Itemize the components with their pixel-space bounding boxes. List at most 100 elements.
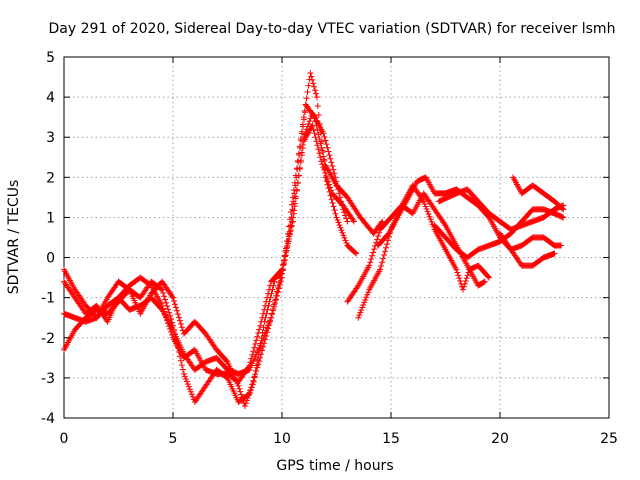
data-point [377,266,384,273]
data-point [276,279,283,286]
data-point [297,157,304,164]
data-point [317,154,324,161]
data-point [363,294,370,301]
data-point [361,299,368,306]
data-point [257,340,264,347]
data-point [158,285,165,292]
data-point [350,218,357,225]
data-point [252,340,259,347]
data-point [169,319,176,326]
data-point [283,244,290,251]
data-point [320,130,327,137]
data-point [256,326,263,333]
data-point [256,346,263,353]
data-point [275,289,282,296]
data-point [309,122,316,129]
data-point [332,174,339,181]
data-point [303,95,310,102]
data-point [255,351,262,358]
data-point [315,146,322,153]
data-series [510,174,567,213]
data-point [247,359,254,366]
data-point [311,130,318,137]
data-point [339,202,346,209]
y-tick-label: 4 [46,90,55,106]
data-point [371,246,378,253]
data-point [559,205,566,212]
data-point [303,126,310,133]
data-point [312,134,319,141]
data-point [420,198,427,205]
data-point [481,278,488,285]
data-point [263,332,270,339]
data-point [312,87,319,94]
data-point [278,267,285,274]
data-point [330,166,337,173]
data-point [328,196,335,203]
data-point [166,323,173,330]
data-point [170,297,177,304]
data-point [159,286,166,293]
data-point [304,123,311,130]
data-point [336,190,343,197]
data-point [343,239,350,246]
data-point [360,301,367,308]
y-tick-label: -4 [41,411,55,427]
data-point [239,394,246,401]
data-point [293,187,300,194]
data-point [299,130,306,137]
data-point [259,314,266,321]
data-point [551,250,558,257]
data-point [261,306,268,313]
data-point [179,366,186,373]
y-tick-label: 2 [46,170,55,186]
data-point [249,351,256,358]
data-point [178,324,185,331]
data-point [318,144,325,151]
data-point [310,126,317,133]
data-point [352,249,359,256]
data-point [560,206,567,213]
data-point [427,216,434,223]
data-point [321,133,328,140]
data-point [462,278,469,285]
data-point [331,170,338,177]
data-point [338,198,345,205]
data-point [169,293,176,300]
y-axis-label: SDTVAR / TECUs [6,180,22,295]
y-tick-label: -1 [41,291,55,307]
data-point [255,361,262,368]
data-series [61,110,351,385]
data-point [324,144,331,151]
data-point [290,210,297,217]
data-point [330,203,337,210]
data-point [558,242,565,249]
data-point [459,286,466,293]
data-point [340,206,347,213]
data-point [382,248,389,255]
data-point [173,307,180,314]
data-point [464,272,471,279]
data-series [431,206,567,261]
data-point [315,111,322,118]
data-point [279,266,285,273]
data-point [289,206,296,213]
data-point [245,392,252,399]
data-point [171,301,178,308]
data-point [323,172,330,179]
data-point [253,337,260,344]
data-point [304,88,311,95]
x-tick-label: 25 [600,431,618,447]
data-point [331,207,338,214]
data-point [302,128,309,135]
data-point [281,253,288,260]
data-point [342,212,349,219]
data-point [298,149,305,156]
data-point [180,370,187,377]
data-point [356,312,363,319]
data-point [279,262,286,269]
data-point [323,141,330,148]
x-axis-label: GPS time / hours [276,458,393,474]
data-point [334,216,341,223]
